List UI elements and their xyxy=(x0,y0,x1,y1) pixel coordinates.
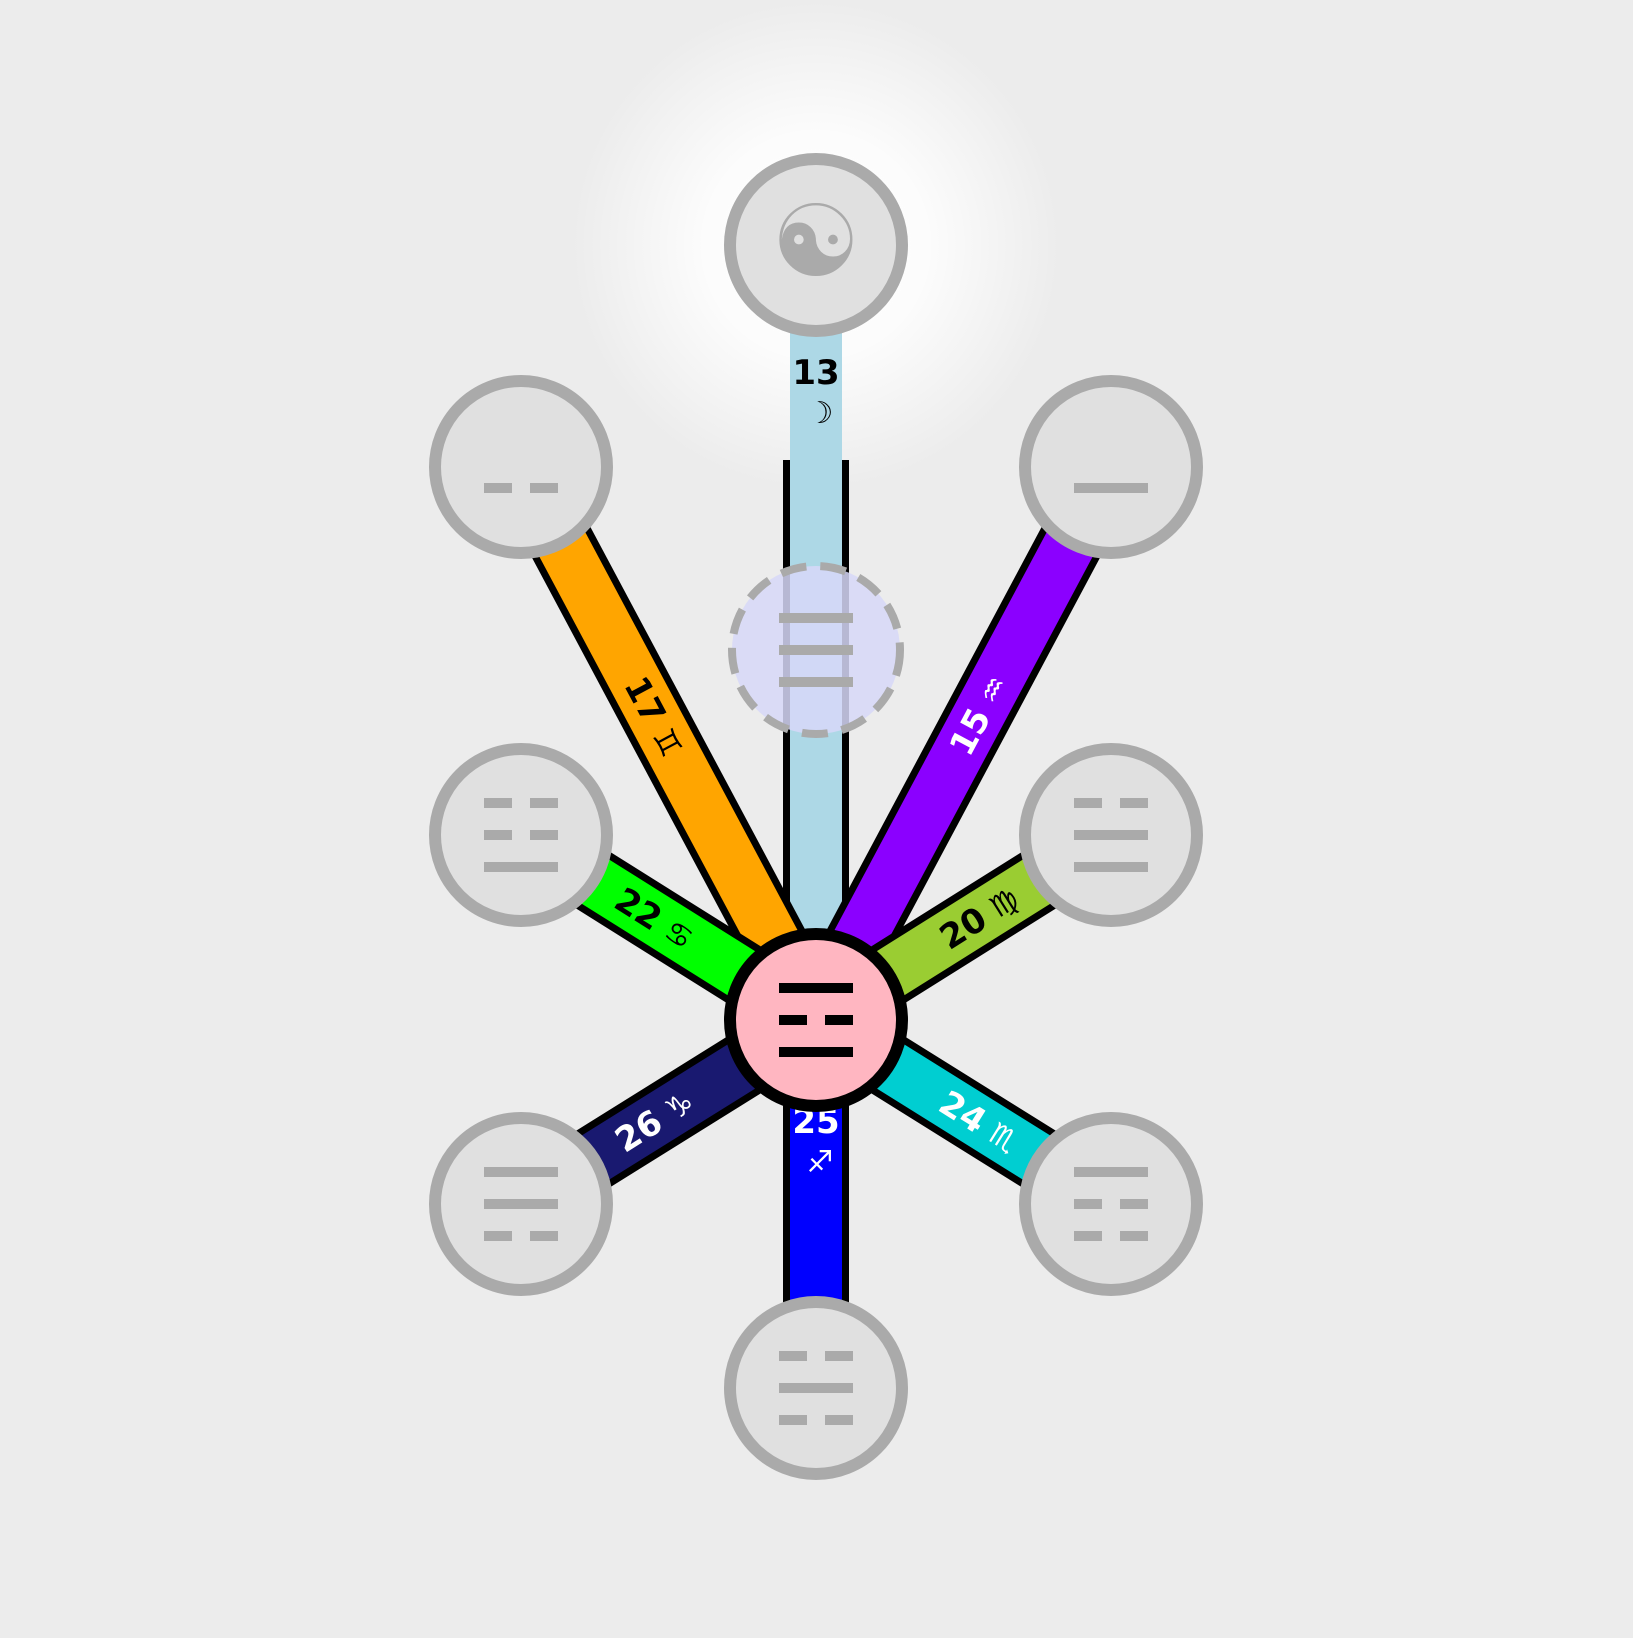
node-lower-right xyxy=(1019,1112,1203,1296)
node-lower-left-line-1 xyxy=(484,1167,558,1177)
node-lower-right-line-2-right xyxy=(1120,1199,1148,1209)
path-13-number: 13 xyxy=(792,353,839,393)
node-ghost xyxy=(728,562,904,738)
node-center-line-3 xyxy=(779,1047,853,1057)
yin-yang-icon: ☯ xyxy=(771,183,861,300)
node-mid-right xyxy=(1019,743,1203,927)
center-layer xyxy=(724,928,908,1112)
node-upper-right xyxy=(1019,375,1203,559)
node-bottom-line-1-left xyxy=(779,1351,807,1361)
node-mid-left-line-1-right xyxy=(530,798,558,808)
node-lower-left-line-2 xyxy=(484,1199,558,1209)
node-top-circle xyxy=(724,153,908,337)
node-upper-left-line-1-right xyxy=(530,483,558,493)
node-upper-left-line-1-left xyxy=(484,483,512,493)
node-bottom-line-1-right xyxy=(825,1351,853,1361)
node-lower-right-line-3-right xyxy=(1120,1231,1148,1241)
node-upper-right-line-1 xyxy=(1074,483,1148,493)
node-mid-left-line-3 xyxy=(484,862,558,872)
node-mid-right-line-2 xyxy=(1074,830,1148,840)
node-mid-right-line-1-right xyxy=(1120,798,1148,808)
node-ghost-line-2 xyxy=(779,645,853,655)
node-lower-left-line-3-left xyxy=(484,1231,512,1241)
node-lower-right-line-2-left xyxy=(1074,1199,1102,1209)
node-lower-right-line-3-left xyxy=(1074,1231,1102,1241)
node-center-line-2-left xyxy=(779,1015,807,1025)
node-center-line-2-right xyxy=(825,1015,853,1025)
node-mid-left-circle xyxy=(429,743,613,927)
node-mid-left-line-2-right xyxy=(530,830,558,840)
node-top: ☯ xyxy=(724,153,908,337)
path-13-label: 13☽ xyxy=(792,353,839,431)
path-25-glyph: ♐ xyxy=(807,1145,834,1180)
node-ghost-line-3 xyxy=(779,677,853,687)
node-upper-right-circle xyxy=(1019,375,1203,559)
node-bottom-line-3-left xyxy=(779,1415,807,1425)
node-lower-right-circle xyxy=(1019,1112,1203,1296)
node-mid-right-line-1-left xyxy=(1074,798,1102,808)
node-upper-left xyxy=(429,375,613,559)
path-15 xyxy=(793,454,1134,1033)
node-lower-left-line-3-right xyxy=(530,1231,558,1241)
node-ghost-line-1 xyxy=(779,613,853,623)
path-13-glyph: ☽ xyxy=(807,396,834,431)
ghost-layer xyxy=(728,562,904,738)
node-center-line-1 xyxy=(779,983,853,993)
node-mid-left-line-1-left xyxy=(484,798,512,808)
node-upper-left-circle xyxy=(429,375,613,559)
node-lower-right-line-1 xyxy=(1074,1167,1148,1177)
nodes-layer: ☯ xyxy=(429,153,1203,1480)
node-mid-left-line-2-left xyxy=(484,830,512,840)
path-17 xyxy=(498,454,839,1033)
node-center-circle xyxy=(724,928,908,1112)
node-center xyxy=(724,928,908,1112)
node-mid-right-line-3 xyxy=(1074,862,1148,872)
node-mid-left xyxy=(429,743,613,927)
node-lower-left xyxy=(429,1112,613,1296)
node-bottom-line-2 xyxy=(779,1383,853,1393)
node-bottom-line-3-right xyxy=(825,1415,853,1425)
node-bottom xyxy=(724,1296,908,1480)
